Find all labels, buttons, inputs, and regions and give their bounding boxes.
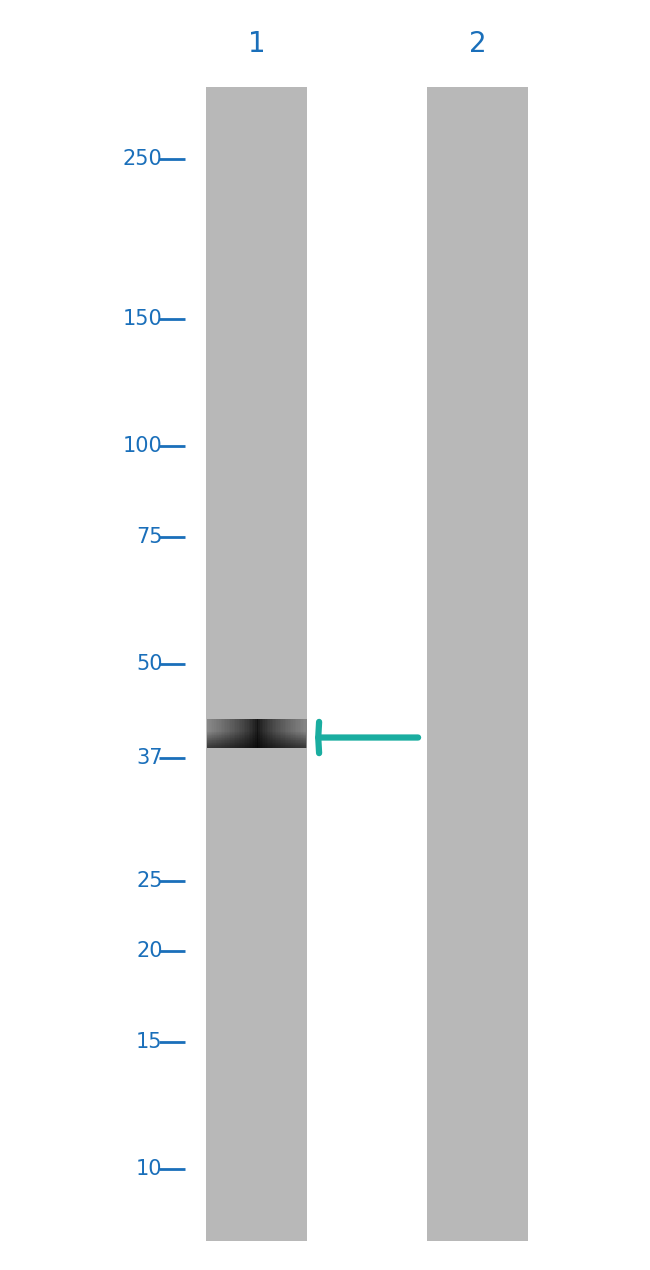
Text: 250: 250 xyxy=(123,149,162,169)
Bar xyxy=(216,720,218,748)
Bar xyxy=(260,720,263,748)
Bar xyxy=(213,720,214,748)
Bar xyxy=(293,720,295,748)
Bar xyxy=(272,720,274,748)
Bar xyxy=(207,740,306,742)
Bar xyxy=(287,720,289,748)
Text: 2: 2 xyxy=(469,29,487,58)
Bar xyxy=(255,720,257,748)
Bar xyxy=(252,720,254,748)
Bar xyxy=(211,720,213,748)
Bar xyxy=(245,720,248,748)
Bar xyxy=(248,720,251,748)
Bar xyxy=(224,720,226,748)
Bar xyxy=(288,720,291,748)
Text: 150: 150 xyxy=(123,309,162,329)
Bar xyxy=(207,86,307,1241)
Bar xyxy=(290,720,292,748)
Bar xyxy=(230,720,233,748)
Bar xyxy=(296,720,298,748)
Text: 25: 25 xyxy=(136,871,162,892)
Bar xyxy=(239,720,241,748)
Bar xyxy=(270,720,272,748)
Bar xyxy=(262,720,264,748)
Bar xyxy=(207,742,306,743)
Text: 10: 10 xyxy=(136,1158,162,1179)
Text: 15: 15 xyxy=(136,1031,162,1052)
Bar xyxy=(280,720,282,748)
Bar xyxy=(222,720,224,748)
Bar xyxy=(207,747,306,748)
Text: 37: 37 xyxy=(136,748,162,768)
Bar xyxy=(247,720,249,748)
Bar xyxy=(285,720,287,748)
Bar xyxy=(207,738,306,739)
Bar xyxy=(207,733,306,734)
Bar xyxy=(207,737,306,738)
Bar xyxy=(232,720,235,748)
Bar xyxy=(275,720,277,748)
Bar xyxy=(235,720,238,748)
Text: 50: 50 xyxy=(136,654,162,674)
Bar xyxy=(273,720,276,748)
Bar xyxy=(207,744,306,747)
Bar xyxy=(227,720,229,748)
Bar xyxy=(229,720,231,748)
Bar xyxy=(265,720,267,748)
Bar xyxy=(250,720,252,748)
Bar xyxy=(207,734,306,737)
Bar xyxy=(263,720,266,748)
Bar xyxy=(283,720,285,748)
Bar xyxy=(300,720,302,748)
Bar xyxy=(207,739,306,742)
Bar xyxy=(207,742,306,743)
Bar xyxy=(207,733,306,734)
Bar xyxy=(278,720,280,748)
Bar xyxy=(234,720,236,748)
Bar xyxy=(207,745,306,747)
Bar xyxy=(207,739,306,740)
Bar xyxy=(303,720,305,748)
Bar xyxy=(219,720,221,748)
Bar xyxy=(237,720,239,748)
Bar xyxy=(242,720,244,748)
Bar xyxy=(207,732,306,733)
Bar xyxy=(281,720,284,748)
Bar xyxy=(214,720,216,748)
Text: 75: 75 xyxy=(136,527,162,546)
Bar xyxy=(226,720,227,748)
Bar xyxy=(207,738,306,739)
Bar xyxy=(207,743,306,744)
Bar xyxy=(257,720,259,748)
Bar xyxy=(220,720,223,748)
Bar xyxy=(428,86,528,1241)
Bar xyxy=(207,744,306,745)
Bar xyxy=(217,720,220,748)
Bar xyxy=(207,734,306,735)
Bar xyxy=(254,720,255,748)
Bar xyxy=(301,720,304,748)
Bar xyxy=(268,720,270,748)
Text: 100: 100 xyxy=(123,437,162,456)
Text: 1: 1 xyxy=(248,29,266,58)
Bar xyxy=(276,720,279,748)
Bar xyxy=(266,720,269,748)
Bar xyxy=(207,737,306,738)
Bar xyxy=(244,720,246,748)
Bar xyxy=(259,720,261,748)
Bar xyxy=(207,743,306,744)
Bar xyxy=(207,720,210,748)
Bar xyxy=(240,720,242,748)
Bar xyxy=(207,732,306,733)
Bar xyxy=(304,720,307,748)
Bar xyxy=(207,735,306,737)
Text: 20: 20 xyxy=(136,941,162,961)
Bar xyxy=(209,720,211,748)
Bar xyxy=(207,747,306,748)
Bar xyxy=(294,720,297,748)
Bar xyxy=(298,720,300,748)
Bar xyxy=(291,720,294,748)
